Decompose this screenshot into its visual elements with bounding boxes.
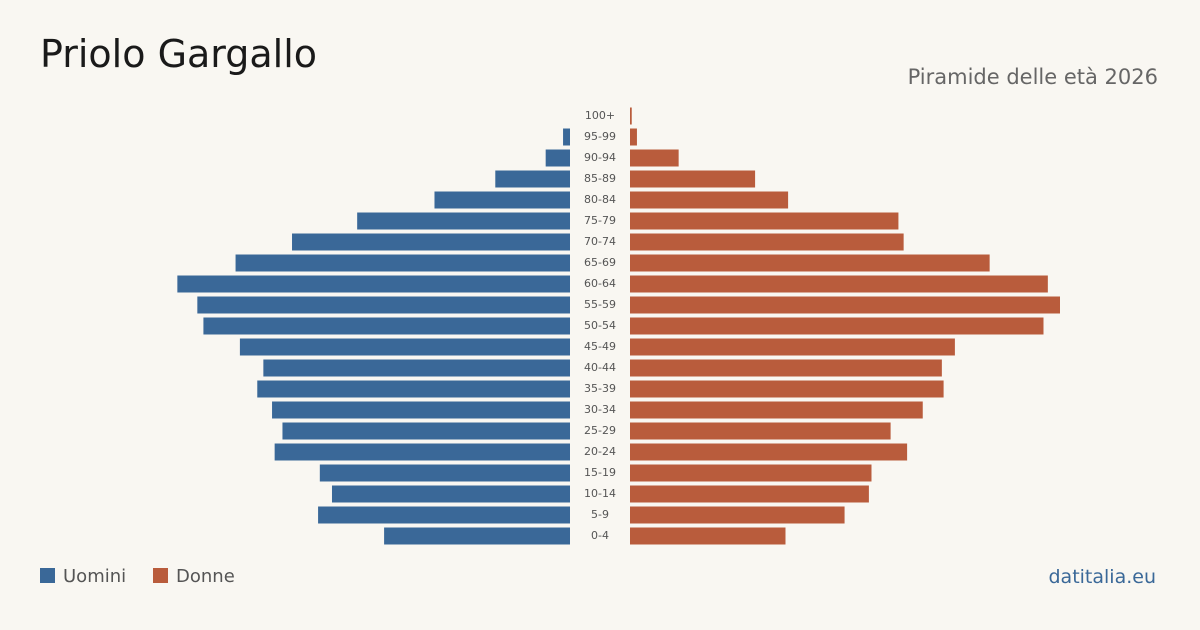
bar (630, 254, 990, 272)
bar (282, 422, 570, 440)
legend-swatch (153, 568, 168, 583)
age-label: 5-9 (591, 508, 609, 521)
bar (319, 464, 570, 482)
age-label: 35-39 (584, 382, 616, 395)
bar (235, 254, 571, 272)
age-label: 15-19 (584, 466, 616, 479)
source: datitalia.eu (1049, 566, 1157, 588)
bar (563, 128, 570, 146)
bar (630, 275, 1048, 293)
bar (177, 275, 571, 293)
bar (630, 464, 872, 482)
bar (272, 401, 570, 419)
bar (357, 212, 570, 230)
age-label: 75-79 (584, 214, 616, 227)
bar (630, 149, 679, 167)
age-label: 55-59 (584, 298, 616, 311)
bar (495, 170, 570, 188)
age-label: 90-94 (584, 151, 616, 164)
bar (630, 212, 899, 230)
bar (257, 380, 570, 398)
bar (630, 233, 904, 251)
age-label: 30-34 (584, 403, 616, 416)
bar (630, 527, 786, 545)
bar (630, 401, 923, 419)
bar (292, 233, 570, 251)
age-label: 20-24 (584, 445, 616, 458)
bar (434, 191, 570, 209)
bar (197, 296, 571, 314)
legend-swatch (40, 568, 55, 583)
bar (630, 359, 942, 377)
bar (630, 170, 756, 188)
age-label: 0-4 (591, 529, 609, 542)
bar (630, 191, 789, 209)
age-label: 80-84 (584, 193, 616, 206)
age-label: 50-54 (584, 319, 616, 332)
bar (630, 443, 908, 461)
chart-subtitle: Piramide delle età 2026 (908, 65, 1158, 89)
age-label: 60-64 (584, 277, 616, 290)
bar (630, 506, 845, 524)
age-label: 100+ (585, 109, 615, 122)
bar (545, 149, 570, 167)
bar (630, 107, 632, 125)
bar (239, 338, 570, 356)
chart-title: Priolo Gargallo (40, 32, 317, 76)
age-label: 40-44 (584, 361, 616, 374)
age-label: 95-99 (584, 130, 616, 143)
legend-label: Donne (176, 566, 235, 587)
bar (318, 506, 570, 524)
legend-label: Uomini (63, 566, 126, 587)
bar (274, 443, 570, 461)
bar (630, 317, 1044, 335)
age-label: 85-89 (584, 172, 616, 185)
bar (384, 527, 570, 545)
bar (203, 317, 571, 335)
bar (263, 359, 570, 377)
bar (331, 485, 570, 503)
age-label: 65-69 (584, 256, 616, 269)
bar (630, 338, 955, 356)
bar (630, 296, 1060, 314)
age-label: 25-29 (584, 424, 616, 437)
age-label: 10-14 (584, 487, 616, 500)
bar (630, 380, 944, 398)
age-label: 45-49 (584, 340, 616, 353)
bar (630, 422, 891, 440)
bar (630, 485, 869, 503)
age-label: 70-74 (584, 235, 616, 248)
bar (630, 128, 637, 146)
